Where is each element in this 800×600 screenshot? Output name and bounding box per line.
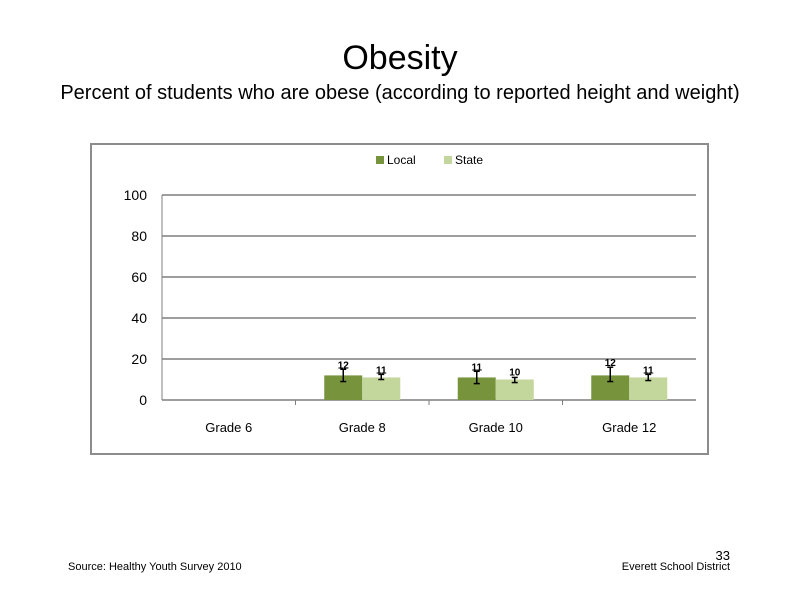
slide-subtitle: Percent of students who are obese (accor…	[60, 82, 740, 104]
district-name: Everett School District	[621, 561, 730, 573]
bar-local	[457, 377, 496, 400]
data-label: 11	[376, 365, 387, 376]
bar-state	[495, 379, 534, 400]
legend-swatch-local	[376, 156, 384, 164]
y-tick-label: 100	[124, 187, 148, 203]
page-number: 33	[715, 548, 730, 563]
slide-title: Obesity	[342, 39, 458, 77]
legend-label-state: State	[455, 153, 483, 167]
x-tick-label: Grade 10	[469, 420, 523, 435]
y-tick-label: 60	[131, 269, 147, 285]
y-tick-label: 80	[131, 228, 147, 244]
data-label: 12	[338, 360, 350, 371]
x-tick-label: Grade 6	[205, 420, 252, 435]
data-label: 11	[643, 365, 654, 376]
data-label: 12	[605, 358, 617, 369]
y-tick-label: 40	[131, 310, 147, 326]
source-note: Source: Healthy Youth Survey 2010	[68, 561, 242, 573]
x-tick-label: Grade 12	[602, 420, 656, 435]
bar-state	[362, 377, 401, 400]
legend-label-local: Local	[387, 153, 416, 167]
bar-state	[629, 377, 668, 400]
x-tick-label: Grade 8	[339, 420, 386, 435]
legend-swatch-state	[444, 156, 452, 164]
y-tick-label: 20	[131, 351, 147, 367]
y-tick-label: 0	[139, 392, 147, 408]
data-label: 11	[471, 362, 482, 373]
data-label: 10	[509, 368, 521, 379]
